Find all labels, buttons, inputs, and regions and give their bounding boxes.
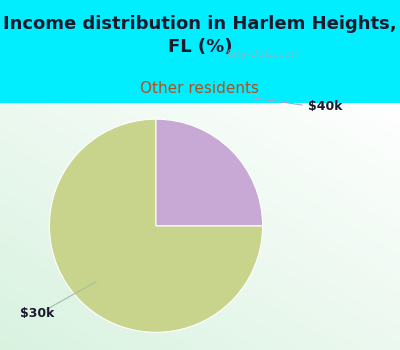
Text: City-Data.com: City-Data.com: [227, 49, 301, 59]
Text: Other residents: Other residents: [140, 80, 260, 96]
Text: $30k: $30k: [20, 307, 54, 320]
Text: $40k: $40k: [308, 100, 342, 113]
Wedge shape: [156, 119, 262, 226]
Wedge shape: [50, 119, 262, 332]
Text: Income distribution in Harlem Heights,
FL (%): Income distribution in Harlem Heights, F…: [3, 15, 397, 56]
